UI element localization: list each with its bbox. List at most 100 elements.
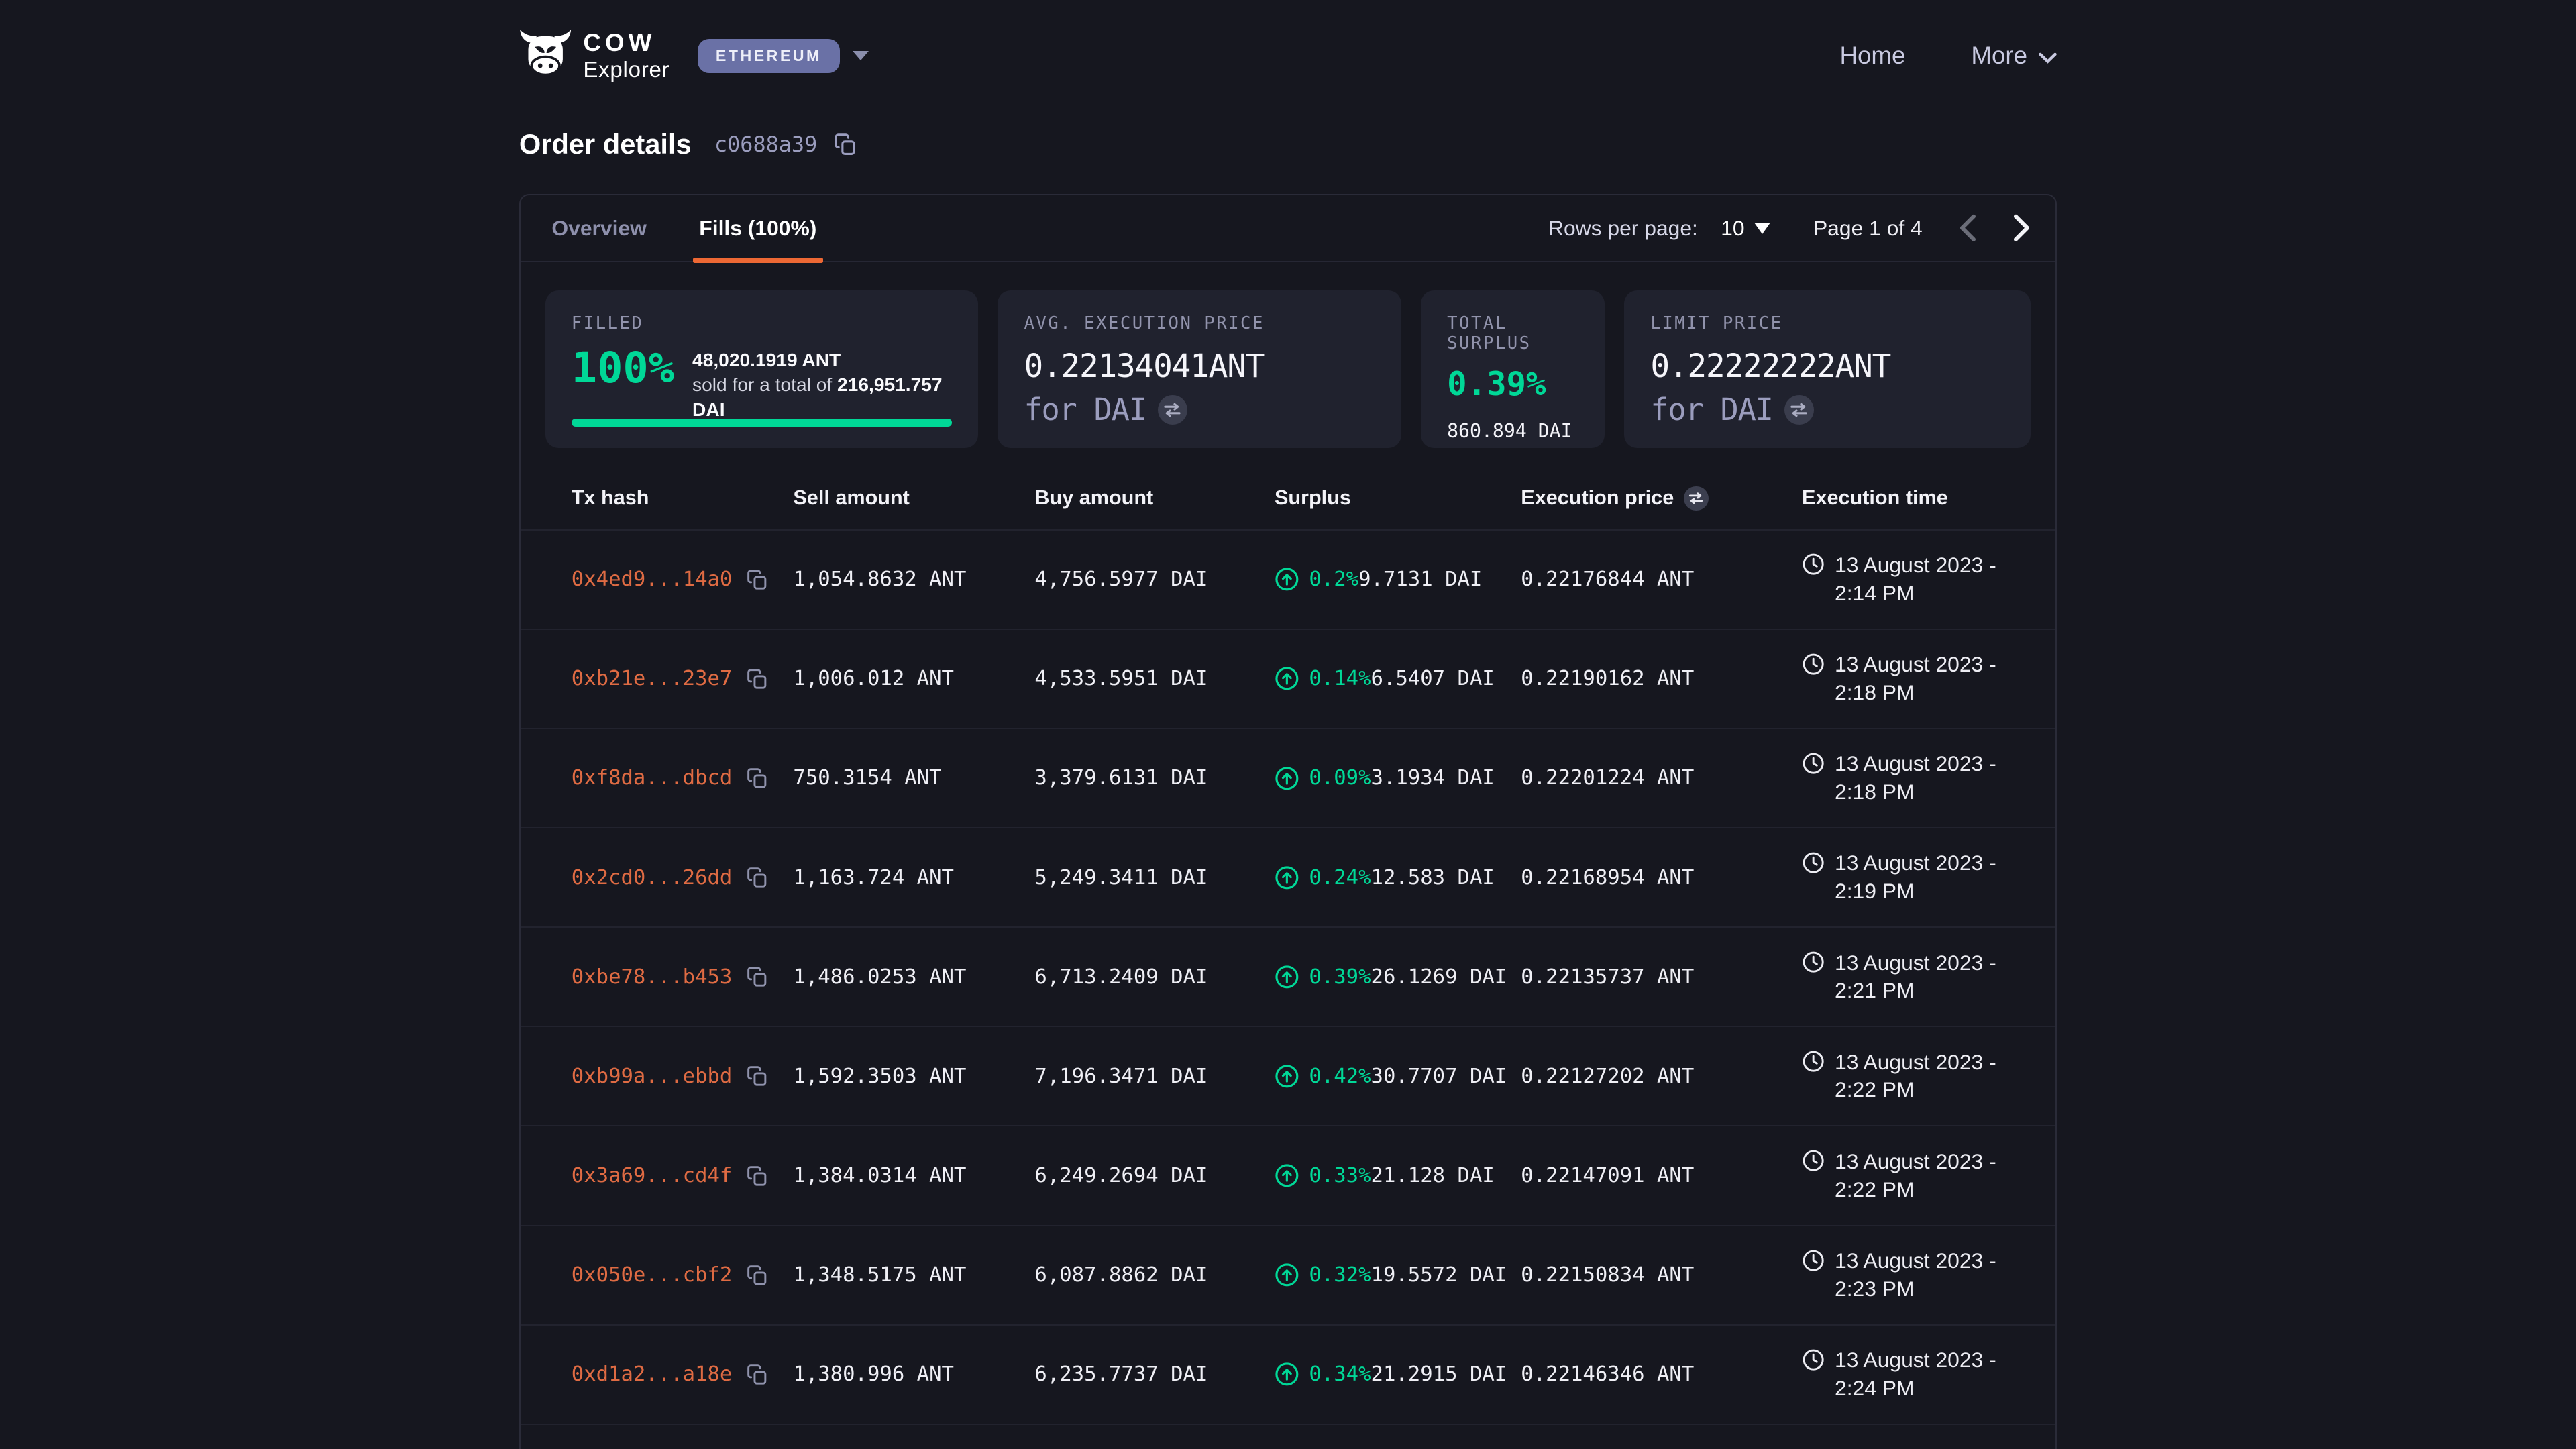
prev-page-button[interactable]: [1959, 214, 1977, 242]
tx-hash-link[interactable]: 0xd1a2...a18e: [572, 1362, 733, 1386]
swap-arrows-icon[interactable]: [1158, 395, 1187, 425]
execution-time-text: 13 August 2023 - 2:14 PM: [1835, 551, 2033, 607]
avg-price-unit: for DAI: [1024, 392, 1146, 427]
rows-per-page-label: Rows per page:: [1548, 216, 1698, 241]
clock-icon: [1802, 1149, 1825, 1177]
tx-hash-cell: 0xbe78...b453: [572, 965, 794, 989]
tx-hash-link[interactable]: 0x050e...cbf2: [572, 1263, 733, 1287]
table-row: 0xb99a...ebbd 1,592.3503 ANT 7,196.3471 …: [521, 1027, 2055, 1126]
avg-execution-price-card: AVG. EXECUTION PRICE 0.22134041ANT for D…: [998, 290, 1401, 448]
caret-down-icon[interactable]: [853, 51, 869, 60]
surplus-cell: 0.32% 19.5572 DAI: [1275, 1263, 1521, 1287]
copy-icon[interactable]: [747, 668, 768, 690]
surplus-cell: 0.33% 21.128 DAI: [1275, 1163, 1521, 1188]
execution-price-cell: 0.22176844 ANT: [1521, 568, 1802, 591]
copy-icon[interactable]: [747, 1364, 768, 1385]
tx-hash-link[interactable]: 0x4ed9...14a0: [572, 568, 733, 591]
arrow-up-circle-icon: [1275, 666, 1299, 691]
copy-icon[interactable]: [834, 133, 857, 156]
filled-sold-prefix: sold for a total of: [692, 374, 837, 395]
table-row: 0xd1a2...a18e 1,380.996 ANT 6,235.7737 D…: [521, 1326, 2055, 1425]
sell-amount-cell: 750.3154 ANT: [793, 766, 1034, 790]
surplus-percent: 0.14%: [1309, 667, 1371, 690]
tab-overview-label: Overview: [551, 216, 647, 241]
total-surplus-amount: 860.894 DAI: [1447, 420, 1578, 442]
tx-hash-link[interactable]: 0x3a69...cd4f: [572, 1164, 733, 1187]
order-id: c0688a39: [714, 131, 817, 157]
surplus-cell: 0.39% 26.1269 DAI: [1275, 965, 1521, 989]
clock-icon: [1802, 951, 1825, 979]
surplus-percent: 0.39%: [1309, 965, 1371, 989]
surplus-percent: 0.34%: [1309, 1362, 1371, 1386]
execution-price-cell: 0.22150834 ANT: [1521, 1263, 1802, 1287]
tx-hash-link[interactable]: 0xf8da...dbcd: [572, 766, 733, 790]
copy-icon[interactable]: [747, 1265, 768, 1286]
sell-amount-cell: 1,006.012 ANT: [793, 667, 1034, 690]
next-page-button[interactable]: [2012, 214, 2031, 242]
surplus-percent: 0.32%: [1309, 1263, 1371, 1287]
network-badge[interactable]: ETHEREUM: [698, 39, 840, 73]
avg-price-label: AVG. EXECUTION PRICE: [1024, 313, 1375, 333]
copy-icon[interactable]: [747, 1065, 768, 1087]
fills-panel: Overview Fills (100%) Rows per page: 10 …: [519, 194, 2057, 1449]
tx-hash-cell: 0x4ed9...14a0: [572, 568, 794, 591]
copy-icon[interactable]: [747, 1165, 768, 1187]
execution-time-cell: 13 August 2023 - 2:24 PM: [1802, 1346, 2033, 1402]
limit-price-unit: for DAI: [1650, 392, 1772, 427]
rows-per-page-value: 10: [1721, 216, 1744, 241]
arrow-up-circle-icon: [1275, 865, 1299, 890]
filled-label: FILLED: [572, 313, 952, 333]
buy-amount-cell: 5,249.3411 DAI: [1034, 866, 1275, 890]
copy-icon[interactable]: [747, 966, 768, 987]
filled-amount: 48,020.1919 ANT: [692, 350, 841, 370]
execution-price-cell: 0.22135737 ANT: [1521, 965, 1802, 989]
copy-icon[interactable]: [747, 569, 768, 590]
buy-amount-cell: 6,249.2694 DAI: [1034, 1164, 1275, 1187]
main-nav: Home More: [1839, 42, 2057, 70]
tx-hash-link[interactable]: 0xb99a...ebbd: [572, 1065, 733, 1088]
execution-time-cell: 13 August 2023 - 2:18 PM: [1802, 651, 2033, 706]
surplus-percent: 0.2%: [1309, 568, 1358, 591]
col-sell-amount: Sell amount: [793, 486, 1034, 510]
copy-icon[interactable]: [747, 767, 768, 789]
surplus-cell: 0.2% 9.7131 DAI: [1275, 567, 1521, 592]
arrow-up-circle-icon: [1275, 1362, 1299, 1387]
sell-amount-cell: 1,384.0314 ANT: [793, 1164, 1034, 1187]
rows-per-page-select[interactable]: 10: [1721, 216, 1770, 241]
surplus-amount: 26.1269 DAI: [1371, 965, 1507, 989]
swap-arrows-icon[interactable]: [1684, 486, 1709, 511]
surplus-amount: 19.5572 DAI: [1371, 1263, 1507, 1287]
logo[interactable]: COW Explorer: [519, 29, 669, 83]
pagination: Rows per page: 10 Page 1 of 4: [1548, 214, 2031, 242]
tab-fills[interactable]: Fills (100%): [693, 195, 824, 261]
nav-item-home[interactable]: Home: [1839, 42, 1905, 70]
cow-icon: [519, 29, 572, 83]
execution-time-text: 13 August 2023 - 2:19 PM: [1835, 849, 2033, 905]
tx-hash-cell: 0xb21e...23e7: [572, 667, 794, 690]
arrow-up-circle-icon: [1275, 1263, 1299, 1287]
limit-price-label: LIMIT PRICE: [1650, 313, 2004, 333]
avg-price-value: 0.22134041ANT: [1024, 348, 1375, 385]
execution-price-cell: 0.22190162 ANT: [1521, 667, 1802, 690]
sell-amount-cell: 1,380.996 ANT: [793, 1362, 1034, 1386]
surplus-amount: 21.128 DAI: [1371, 1164, 1495, 1187]
filled-progress-bar: [572, 419, 952, 427]
nav-item-more[interactable]: More: [1971, 42, 2057, 70]
copy-icon[interactable]: [747, 867, 768, 888]
execution-price-cell: 0.22127202 ANT: [1521, 1065, 1802, 1088]
surplus-cell: 0.34% 21.2915 DAI: [1275, 1362, 1521, 1387]
execution-time-cell: 13 August 2023 - 2:23 PM: [1802, 1247, 2033, 1303]
execution-time-text: 13 August 2023 - 2:24 PM: [1835, 1346, 2033, 1402]
buy-amount-cell: 6,235.7737 DAI: [1034, 1362, 1275, 1386]
tx-hash-cell: 0xf8da...dbcd: [572, 766, 794, 790]
surplus-amount: 12.583 DAI: [1371, 866, 1495, 890]
nav-more-label: More: [1971, 42, 2027, 70]
execution-time-cell: 13 August 2023 - 2:21 PM: [1802, 949, 2033, 1005]
swap-arrows-icon[interactable]: [1784, 395, 1814, 425]
surplus-amount: 30.7707 DAI: [1371, 1065, 1507, 1088]
tx-hash-link[interactable]: 0x2cd0...26dd: [572, 866, 733, 890]
tx-hash-link[interactable]: 0xb21e...23e7: [572, 667, 733, 690]
tab-overview[interactable]: Overview: [545, 195, 653, 261]
tx-hash-link[interactable]: 0xbe78...b453: [572, 965, 733, 989]
page-indicator: Page 1 of 4: [1813, 216, 1923, 241]
